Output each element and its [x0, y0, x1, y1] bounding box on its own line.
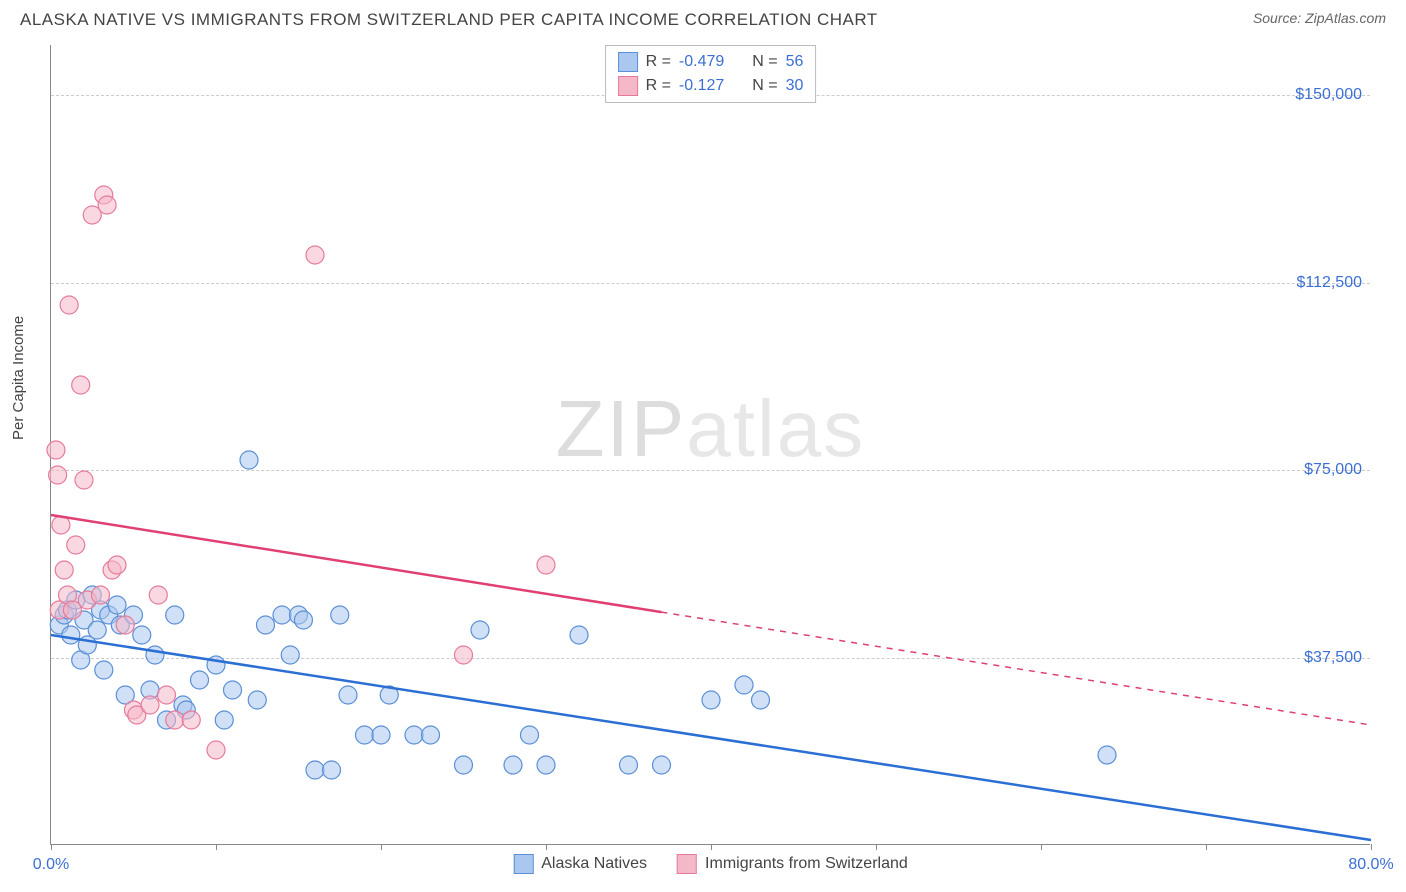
data-point	[158, 686, 176, 704]
legend-label: Alaska Natives	[541, 855, 647, 873]
legend-swatch	[513, 854, 533, 874]
n-label: N =	[752, 77, 777, 95]
data-point	[191, 671, 209, 689]
data-point	[356, 726, 374, 744]
data-point	[306, 246, 324, 264]
x-tick	[381, 844, 382, 850]
legend-swatch	[618, 76, 638, 96]
x-tick-label: 0.0%	[33, 856, 69, 874]
data-point	[306, 761, 324, 779]
data-point	[504, 756, 522, 774]
data-point	[98, 196, 116, 214]
r-label: R =	[646, 53, 671, 71]
legend-swatch	[618, 52, 638, 72]
data-point	[240, 451, 258, 469]
data-point	[521, 726, 539, 744]
data-point	[67, 536, 85, 554]
data-point	[149, 586, 167, 604]
r-value: -0.127	[679, 77, 724, 95]
r-value: -0.479	[679, 53, 724, 71]
data-point	[331, 606, 349, 624]
data-point	[92, 586, 110, 604]
data-point	[752, 691, 770, 709]
trend-line	[51, 635, 1371, 840]
data-point	[273, 606, 291, 624]
data-point	[248, 691, 266, 709]
data-point	[141, 696, 159, 714]
x-tick	[51, 844, 52, 850]
x-tick	[876, 844, 877, 850]
data-point	[702, 691, 720, 709]
data-point	[422, 726, 440, 744]
data-point	[116, 616, 134, 634]
x-tick	[711, 844, 712, 850]
legend-swatch	[677, 854, 697, 874]
data-point	[620, 756, 638, 774]
data-point	[735, 676, 753, 694]
data-point	[1098, 746, 1116, 764]
data-point	[207, 741, 225, 759]
data-point	[281, 646, 299, 664]
data-point	[182, 711, 200, 729]
data-point	[570, 626, 588, 644]
data-point	[224, 681, 242, 699]
bottom-legend: Alaska Natives Immigrants from Switzerlan…	[513, 854, 908, 874]
data-point	[537, 756, 555, 774]
r-label: R =	[646, 77, 671, 95]
data-point	[471, 621, 489, 639]
stats-row: R = -0.127 N = 30	[618, 74, 804, 98]
trend-line-extrapolated	[662, 612, 1372, 725]
data-point	[166, 606, 184, 624]
scatter-svg	[51, 45, 1370, 844]
x-tick	[1371, 844, 1372, 850]
data-point	[95, 661, 113, 679]
stats-box: R = -0.479 N = 56 R = -0.127 N = 30	[605, 45, 817, 103]
data-point	[323, 761, 341, 779]
source-attribution: Source: ZipAtlas.com	[1253, 10, 1386, 26]
data-point	[47, 441, 65, 459]
data-point	[455, 756, 473, 774]
data-point	[146, 646, 164, 664]
n-value: 56	[786, 53, 804, 71]
x-tick-label: 80.0%	[1348, 856, 1393, 874]
data-point	[166, 711, 184, 729]
x-tick	[1041, 844, 1042, 850]
n-label: N =	[752, 53, 777, 71]
chart-title: ALASKA NATIVE VS IMMIGRANTS FROM SWITZER…	[20, 10, 878, 30]
data-point	[55, 561, 73, 579]
data-point	[62, 626, 80, 644]
data-point	[108, 556, 126, 574]
legend-label: Immigrants from Switzerland	[705, 855, 908, 873]
data-point	[49, 466, 67, 484]
x-tick	[216, 844, 217, 850]
data-point	[60, 296, 78, 314]
data-point	[339, 686, 357, 704]
data-point	[405, 726, 423, 744]
data-point	[372, 726, 390, 744]
data-point	[215, 711, 233, 729]
data-point	[294, 611, 312, 629]
trend-line	[51, 515, 662, 612]
legend-item: Alaska Natives	[513, 854, 647, 874]
data-point	[75, 471, 93, 489]
data-point	[72, 376, 90, 394]
data-point	[537, 556, 555, 574]
n-value: 30	[786, 77, 804, 95]
x-tick	[1206, 844, 1207, 850]
data-point	[133, 626, 151, 644]
data-point	[653, 756, 671, 774]
data-point	[257, 616, 275, 634]
data-point	[88, 621, 106, 639]
x-tick	[546, 844, 547, 850]
y-axis-label: Per Capita Income	[10, 316, 27, 440]
data-point	[455, 646, 473, 664]
chart-plot-area: ZIPatlas $37,500$75,000$112,500$150,000 …	[50, 45, 1370, 845]
stats-row: R = -0.479 N = 56	[618, 50, 804, 74]
data-point	[108, 596, 126, 614]
legend-item: Immigrants from Switzerland	[677, 854, 908, 874]
